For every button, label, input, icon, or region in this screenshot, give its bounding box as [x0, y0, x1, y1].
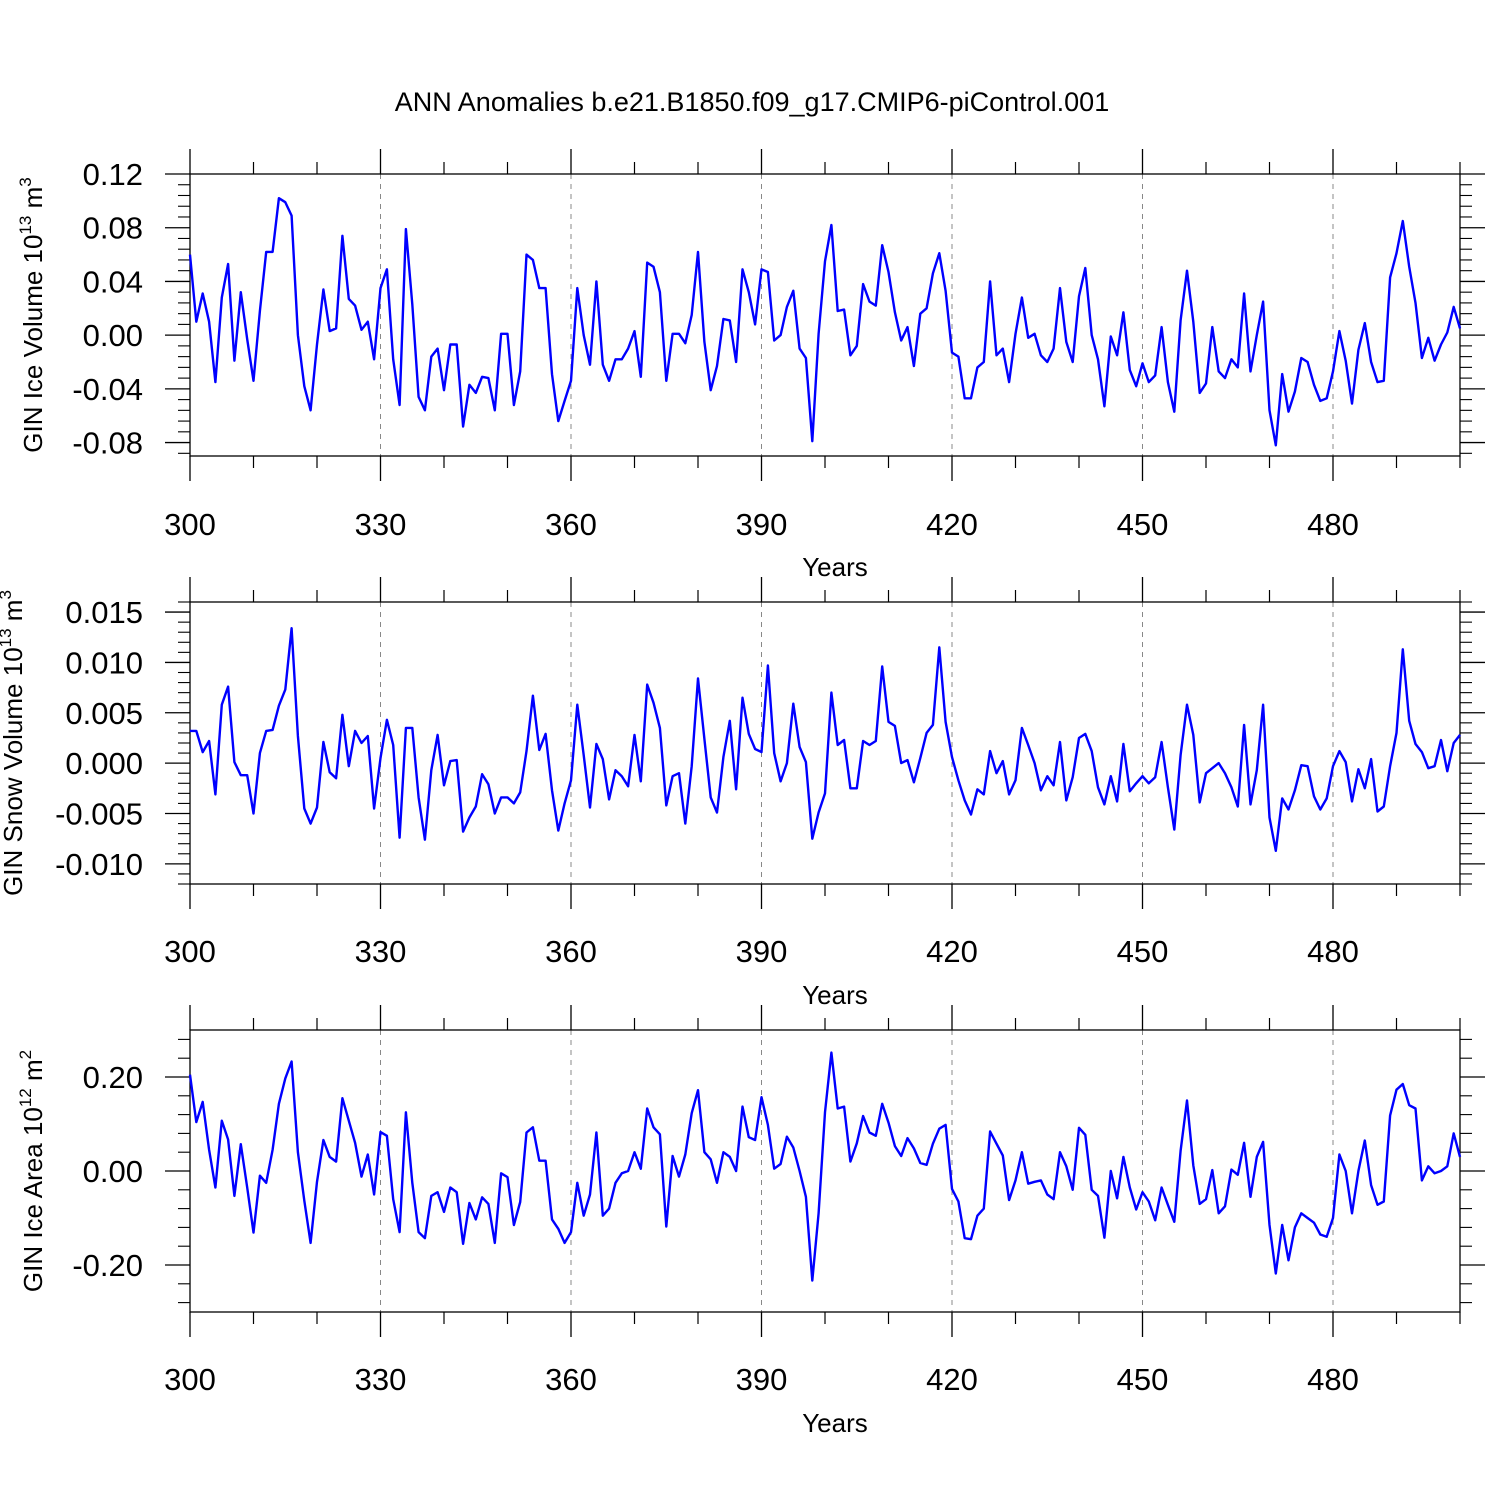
y-tick-label: 0.00: [83, 1154, 143, 1189]
x-tick-label: 480: [1307, 1362, 1359, 1397]
y-tick-label: -0.005: [55, 797, 143, 832]
x-tick-label: 300: [164, 1362, 216, 1397]
y-tick-label: -0.08: [72, 426, 143, 461]
y-tick-label: 0.005: [65, 696, 143, 731]
x-axis-title: Years: [802, 1408, 868, 1438]
y-axis-title: GIN Ice Volume 1013 m3: [16, 177, 48, 453]
chart-panel-3: 300 330 360 390 420 450 480 -0.20 0.00 0.20 Years G…: [16, 1005, 1485, 1438]
x-tick-label: 360: [545, 507, 597, 542]
y-tick-label: -0.010: [55, 847, 143, 882]
x-axis-title: Years: [802, 980, 868, 1010]
x-tick-label: 330: [355, 1362, 407, 1397]
x-tick-label: 420: [926, 934, 978, 969]
x-tick-label: 420: [926, 1362, 978, 1397]
figure-title: ANN Anomalies b.e21.B1850.f09_g17.CMIP6-…: [395, 87, 1109, 117]
x-tick-label: 450: [1117, 507, 1169, 542]
y-axis-title: GIN Ice Area 1012 m2: [16, 1050, 48, 1292]
y-tick-label: 0.00: [83, 318, 143, 353]
y-tick-label: -0.20: [72, 1248, 143, 1283]
x-tick-label: 300: [164, 507, 216, 542]
y-tick-label: 0.20: [83, 1060, 143, 1095]
chart-panel-2: 300 330 360 390 420 450 480 -0.010 -0.005 0.000 0.…: [0, 577, 1485, 1010]
panels: 300 330 360 390 420 450 480 -0.08 -0.04 0.00 0.04 0…: [0, 149, 1485, 1438]
series-line: [188, 196, 1462, 447]
x-tick-label: 450: [1117, 1362, 1169, 1397]
y-tick-label: 0.010: [65, 645, 143, 680]
x-tick-label: 330: [355, 934, 407, 969]
x-axis-title: Years: [802, 552, 868, 582]
series-line: [190, 627, 1461, 852]
y-tick-label: 0.04: [83, 264, 143, 299]
x-tick-label: 390: [736, 934, 788, 969]
y-tick-label: 0.08: [83, 211, 143, 246]
y-tick-label: -0.04: [72, 372, 143, 407]
y-tick-label: 0.015: [65, 595, 143, 630]
series-line: [188, 1051, 1462, 1282]
x-tick-label: 360: [545, 934, 597, 969]
y-tick-label: 0.000: [65, 746, 143, 781]
chart-panel-1: 300 330 360 390 420 450 480 -0.08 -0.04 0.00 0.04 0…: [16, 149, 1485, 582]
x-tick-label: 450: [1117, 934, 1169, 969]
y-tick-label: 0.12: [83, 157, 143, 192]
x-tick-label: 480: [1307, 934, 1359, 969]
x-tick-label: 420: [926, 507, 978, 542]
x-tick-label: 330: [355, 507, 407, 542]
x-tick-label: 390: [736, 1362, 788, 1397]
y-axis-title: GIN Snow Volume 1013 m3: [0, 590, 28, 896]
x-tick-label: 360: [545, 1362, 597, 1397]
x-tick-label: 480: [1307, 507, 1359, 542]
x-tick-label: 300: [164, 934, 216, 969]
x-tick-label: 390: [736, 507, 788, 542]
